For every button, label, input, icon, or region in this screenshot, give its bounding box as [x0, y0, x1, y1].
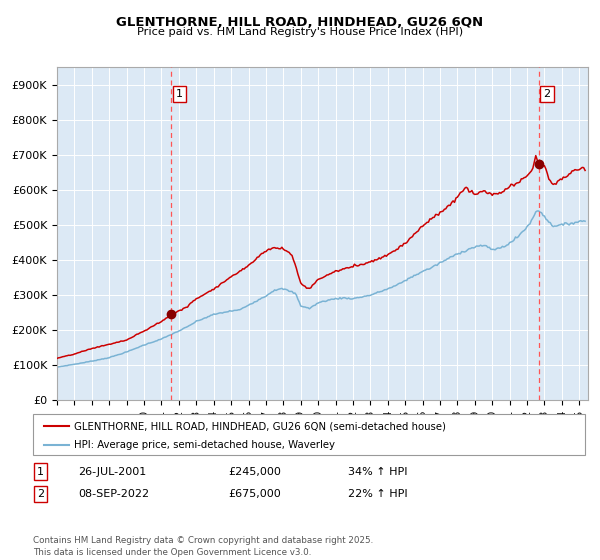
Text: HPI: Average price, semi-detached house, Waverley: HPI: Average price, semi-detached house,… — [74, 440, 335, 450]
Text: 2: 2 — [544, 89, 551, 99]
Text: 1: 1 — [37, 466, 44, 477]
Text: 1: 1 — [176, 89, 183, 99]
Text: 34% ↑ HPI: 34% ↑ HPI — [348, 466, 407, 477]
Text: Contains HM Land Registry data © Crown copyright and database right 2025.
This d: Contains HM Land Registry data © Crown c… — [33, 536, 373, 557]
Text: 2: 2 — [37, 489, 44, 499]
Text: 26-JUL-2001: 26-JUL-2001 — [78, 466, 146, 477]
Text: 22% ↑ HPI: 22% ↑ HPI — [348, 489, 407, 499]
Text: 08-SEP-2022: 08-SEP-2022 — [78, 489, 149, 499]
Text: £245,000: £245,000 — [228, 466, 281, 477]
Text: GLENTHORNE, HILL ROAD, HINDHEAD, GU26 6QN (semi-detached house): GLENTHORNE, HILL ROAD, HINDHEAD, GU26 6Q… — [74, 422, 446, 432]
Text: £675,000: £675,000 — [228, 489, 281, 499]
Text: GLENTHORNE, HILL ROAD, HINDHEAD, GU26 6QN: GLENTHORNE, HILL ROAD, HINDHEAD, GU26 6Q… — [116, 16, 484, 29]
Text: Price paid vs. HM Land Registry's House Price Index (HPI): Price paid vs. HM Land Registry's House … — [137, 27, 463, 38]
